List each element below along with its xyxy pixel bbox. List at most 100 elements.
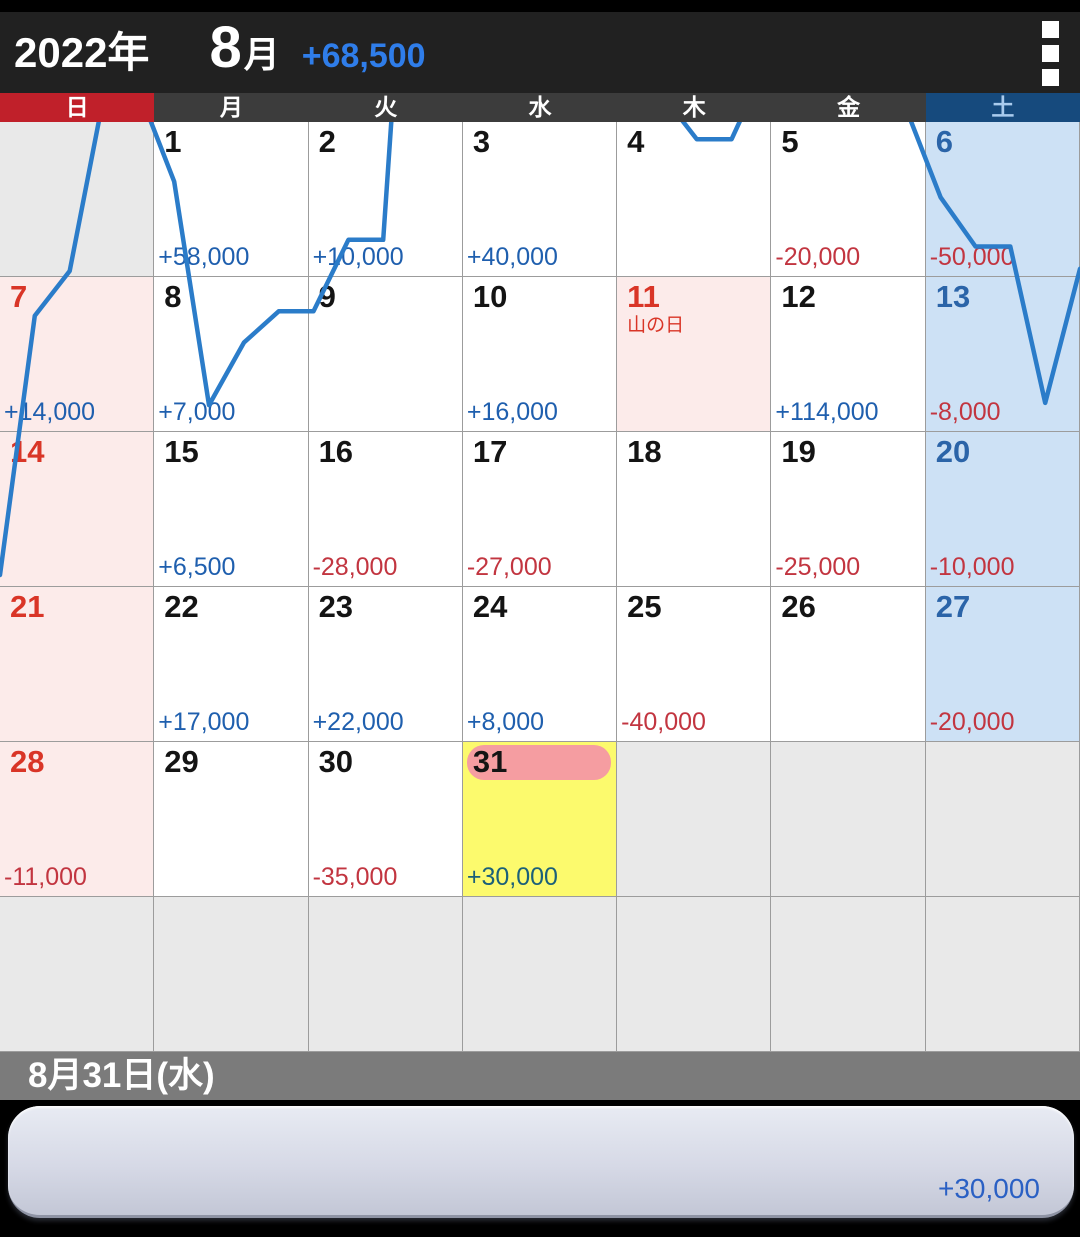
day-cell-11[interactable]: 11 山の日	[617, 277, 772, 432]
day-number: 12	[781, 279, 816, 314]
day-amount: -20,000	[929, 708, 1015, 736]
day-amount: -8,000	[929, 398, 1001, 426]
selected-date-label: 8月31日(水)	[28, 1056, 215, 1095]
day-number: 28	[10, 744, 45, 779]
weekday-saturday: 土	[925, 93, 1080, 122]
day-number: 31	[472, 744, 508, 779]
day-number: 15	[164, 434, 199, 469]
day-cell-20[interactable]: 20 -10,000	[925, 432, 1080, 587]
day-cell-12[interactable]: 12 +114,000	[771, 277, 926, 432]
day-cell-1[interactable]: 1 +58,000	[154, 122, 309, 277]
calendar-grid: 1 +58,000 2 +10,000 3 +40,000 4 5 -20,000 6 -50,00…	[0, 122, 1080, 1052]
day-cell-empty	[154, 897, 309, 1052]
day-number: 16	[318, 434, 354, 469]
day-cell-empty	[0, 122, 155, 277]
day-number: 2	[318, 124, 336, 159]
month-total: +68,500	[301, 37, 426, 75]
day-number: 4	[627, 124, 645, 159]
day-amount: -10,000	[929, 553, 1015, 581]
day-amount: -28,000	[312, 553, 398, 581]
day-cell-30[interactable]: 30 -35,000	[308, 742, 463, 897]
day-amount: -40,000	[621, 708, 706, 736]
day-amount: -20,000	[775, 243, 861, 271]
day-cell-21[interactable]: 21	[0, 587, 155, 742]
day-number: 13	[935, 279, 971, 314]
day-cell-14[interactable]: 14	[0, 432, 155, 587]
day-cell-13[interactable]: 13 -8,000	[925, 277, 1080, 432]
day-cell-8[interactable]: 8 +7,000	[154, 277, 309, 432]
day-cell-empty	[617, 897, 772, 1052]
day-cell-9[interactable]: 9	[308, 277, 463, 432]
day-cell-6[interactable]: 6 -50,000	[925, 122, 1080, 277]
day-number: 22	[164, 589, 199, 624]
day-cell-16[interactable]: 16 -28,000	[308, 432, 463, 587]
day-number: 20	[935, 434, 971, 469]
day-cell-15[interactable]: 15 +6,500	[154, 432, 309, 587]
day-amount: +40,000	[466, 243, 558, 271]
calendar: 1 +58,000 2 +10,000 3 +40,000 4 5 -20,000 6 -50,00…	[0, 122, 1080, 1052]
weekday-tuesday: 火	[308, 93, 463, 122]
day-cell-19[interactable]: 19 -25,000	[771, 432, 926, 587]
day-number: 14	[10, 434, 45, 469]
day-cell-5[interactable]: 5 -20,000	[771, 122, 926, 277]
day-cell-31[interactable]: 31 +30,000	[462, 742, 618, 897]
day-cell-26[interactable]: 26	[771, 587, 926, 742]
day-cell-25[interactable]: 25 -40,000	[617, 587, 772, 742]
day-cell-23[interactable]: 23 +22,000	[308, 587, 463, 742]
day-cell-27[interactable]: 27 -20,000	[925, 587, 1080, 742]
day-cell-22[interactable]: 22 +17,000	[154, 587, 309, 742]
day-detail-panel[interactable]: +30,000	[8, 1106, 1074, 1218]
day-cell-2[interactable]: 2 +10,000	[308, 122, 463, 277]
weekday-monday: 月	[154, 93, 309, 122]
day-cell-empty	[771, 897, 926, 1052]
weekday-header-row: 日 月 火 水 木 金 土	[0, 93, 1080, 122]
day-number: 30	[318, 744, 354, 779]
day-amount: -27,000	[466, 553, 552, 581]
day-cell-empty	[925, 897, 1080, 1052]
day-cell-3[interactable]: 3 +40,000	[462, 122, 618, 277]
day-cell-17[interactable]: 17 -27,000	[462, 432, 618, 587]
day-cell-28[interactable]: 28 -11,000	[0, 742, 155, 897]
holiday-label: 山の日	[627, 315, 685, 336]
day-number: 21	[10, 589, 45, 624]
weekday-wednesday: 水	[462, 93, 618, 122]
day-cell-7[interactable]: 7 +14,000	[0, 277, 155, 432]
day-number: 18	[627, 434, 662, 469]
day-number: 29	[164, 744, 199, 779]
day-amount: -50,000	[929, 243, 1015, 271]
day-amount: -25,000	[775, 553, 861, 581]
day-amount: +114,000	[775, 398, 879, 426]
day-number: 1	[164, 124, 182, 159]
day-cell-empty	[308, 897, 463, 1052]
day-cell-empty	[925, 742, 1080, 897]
day-number: 10	[472, 279, 508, 314]
day-amount: +14,000	[4, 398, 96, 426]
selected-date-bar: 8月31日(水)	[0, 1052, 1080, 1100]
day-amount: +6,500	[158, 553, 236, 581]
day-amount: -35,000	[312, 863, 398, 891]
day-cell-empty	[462, 897, 618, 1052]
day-number: 27	[935, 589, 971, 624]
selected-day-pill	[466, 745, 611, 780]
day-amount: +17,000	[158, 708, 250, 736]
header-month-number: 8	[209, 15, 242, 80]
weekday-friday: 金	[771, 93, 926, 122]
day-amount: +22,000	[312, 708, 404, 736]
header-month-unit: 月	[243, 34, 280, 75]
header-year: 2022年	[14, 29, 150, 76]
day-amount: -11,000	[4, 863, 87, 891]
day-amount: +58,000	[158, 243, 250, 271]
day-cell-29[interactable]: 29	[154, 742, 309, 897]
day-cell-18[interactable]: 18	[617, 432, 772, 587]
day-cell-4[interactable]: 4	[617, 122, 772, 277]
day-cell-24[interactable]: 24 +8,000	[462, 587, 618, 742]
day-number: 26	[781, 589, 816, 624]
weekday-sunday: 日	[0, 93, 155, 122]
day-amount: +16,000	[466, 398, 558, 426]
day-cell-empty	[0, 897, 155, 1052]
overflow-menu-icon[interactable]	[1040, 19, 1061, 88]
weekday-thursday: 木	[617, 93, 772, 122]
day-cell-10[interactable]: 10 +16,000	[462, 277, 618, 432]
day-detail-amount: +30,000	[938, 1173, 1040, 1204]
